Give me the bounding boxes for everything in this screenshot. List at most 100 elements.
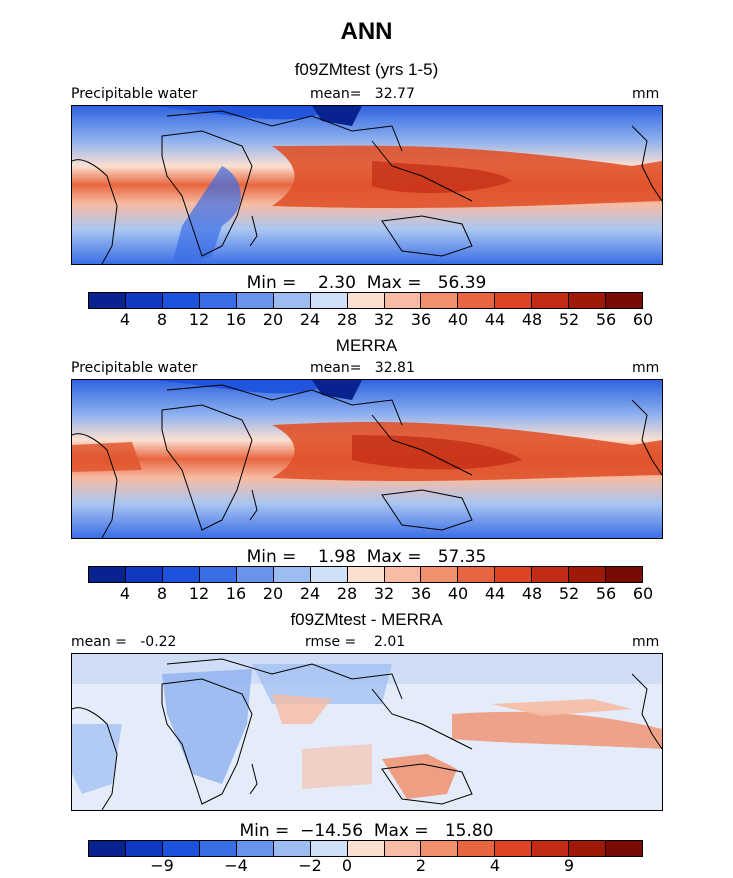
colorbar-swatch (384, 293, 422, 308)
units-label-model: mm (632, 86, 660, 102)
colorbar-tick-label: 2 (415, 856, 427, 875)
colorbar-model (88, 292, 643, 309)
colorbar-tick-label: −9 (150, 856, 174, 875)
colorbar-tick-label: −2 (298, 856, 322, 875)
field-label-model: Precipitable water (71, 86, 198, 102)
mean-label-model: mean= 32.77 (310, 86, 415, 102)
colorbar-swatch (495, 293, 533, 308)
colorbar-swatch (384, 841, 422, 856)
colorbar-tick-label: 28 (336, 584, 358, 603)
colorbar-tick-label: 52 (558, 584, 580, 603)
mean-label-obs: mean= 32.81 (310, 360, 415, 376)
colorbar-tick-label: 56 (595, 310, 617, 329)
colorbar-swatch (421, 567, 459, 582)
colorbar-tick-label: 32 (373, 584, 395, 603)
colorbar-swatch (606, 293, 643, 308)
field-label-obs: Precipitable water (71, 360, 198, 376)
colorbar-swatch (125, 293, 163, 308)
colorbar-swatch (162, 841, 200, 856)
colorbar-tick-label: 36 (410, 584, 432, 603)
colorbar-swatch (162, 567, 200, 582)
colorbar-swatch (532, 567, 570, 582)
stats-diff: Min = −14.56 Max = 15.80 (239, 821, 494, 841)
colorbar-swatch (569, 293, 607, 308)
colorbar-tick-label: 12 (188, 310, 210, 329)
colorbar-swatch (347, 567, 385, 582)
colorbar-swatch (236, 293, 274, 308)
colorbar-tick-label: 28 (336, 310, 358, 329)
map-obs (71, 379, 663, 539)
colorbar-swatch (162, 293, 200, 308)
colorbar-ticks-obs: 4 8 12 16 20 24 28 32 36 40 44 48 52 56 60 (88, 584, 653, 606)
colorbar-tick-label: 40 (447, 584, 469, 603)
map-model (71, 105, 663, 265)
colorbar-swatch (89, 567, 126, 582)
colorbar-tick-label: 32 (373, 310, 395, 329)
colorbar-tick-label: 56 (595, 584, 617, 603)
colorbar-swatch (347, 293, 385, 308)
colorbar-tick-label: 4 (119, 310, 131, 329)
colorbar-tick-label: 9 (563, 856, 575, 875)
panel-title-diff: f09ZMtest - MERRA (290, 610, 443, 629)
colorbar-swatch (421, 841, 459, 856)
colorbar-swatch (495, 567, 533, 582)
colorbar-tick-label: 4 (119, 584, 131, 603)
colorbar-swatch (347, 841, 385, 856)
colorbar-tick-label: 52 (558, 310, 580, 329)
colorbar-tick-label: 60 (632, 310, 654, 329)
colorbar-tick-label: 8 (156, 584, 168, 603)
colorbar-ticks-diff: −9 −4 −2 0 2 4 9 (88, 856, 643, 878)
colorbar-diff (88, 840, 643, 857)
colorbar-ticks-model: 4 8 12 16 20 24 28 32 36 40 44 48 52 56 60 (88, 310, 653, 332)
colorbar-swatch (384, 567, 422, 582)
colorbar-swatch (273, 293, 311, 308)
colorbar-tick-label: 4 (489, 856, 501, 875)
colorbar-swatch (310, 841, 348, 856)
colorbar-swatch (199, 567, 237, 582)
colorbar-swatch (495, 841, 533, 856)
colorbar-swatch (89, 293, 126, 308)
units-label-diff: mm (632, 634, 660, 650)
colorbar-swatch (310, 567, 348, 582)
rmse-label-diff: rmse = 2.01 (305, 634, 406, 650)
colorbar-swatch (532, 841, 570, 856)
colorbar-tick-label: 36 (410, 310, 432, 329)
colorbar-tick-label: 0 (341, 856, 353, 875)
mean-label-diff: mean = -0.22 (71, 634, 177, 650)
map-diff-field (72, 654, 662, 810)
colorbar-swatch (89, 841, 126, 856)
stats-model: Min = 2.30 Max = 56.39 (246, 273, 487, 293)
colorbar-swatch (569, 841, 607, 856)
colorbar-tick-label: 48 (521, 584, 543, 603)
colorbar-tick-label: 16 (225, 310, 247, 329)
stats-obs: Min = 1.98 Max = 57.35 (246, 547, 487, 567)
colorbar-swatch (199, 841, 237, 856)
colorbar-swatch (569, 567, 607, 582)
map-model-field (72, 106, 662, 264)
colorbar-tick-label: 24 (299, 584, 321, 603)
colorbar-swatch (606, 567, 643, 582)
colorbar-swatch (532, 293, 570, 308)
colorbar-tick-label: 24 (299, 310, 321, 329)
colorbar-tick-label: 20 (262, 310, 284, 329)
colorbar-swatch (273, 841, 311, 856)
colorbar-swatch (458, 841, 496, 856)
colorbar-tick-label: 48 (521, 310, 543, 329)
colorbar-swatch (310, 293, 348, 308)
map-diff (71, 653, 663, 811)
colorbar-tick-label: −4 (224, 856, 248, 875)
colorbar-tick-label: 16 (225, 584, 247, 603)
colorbar-swatch (125, 567, 163, 582)
map-obs-field (72, 380, 662, 538)
colorbar-tick-label: 60 (632, 584, 654, 603)
colorbar-swatch (458, 293, 496, 308)
colorbar-swatch (199, 293, 237, 308)
colorbar-swatch (273, 567, 311, 582)
colorbar-swatch (458, 567, 496, 582)
colorbar-swatch (236, 567, 274, 582)
colorbar-tick-label: 20 (262, 584, 284, 603)
colorbar-tick-label: 12 (188, 584, 210, 603)
units-label-obs: mm (632, 360, 660, 376)
colorbar-tick-label: 8 (156, 310, 168, 329)
colorbar-tick-label: 44 (484, 310, 506, 329)
